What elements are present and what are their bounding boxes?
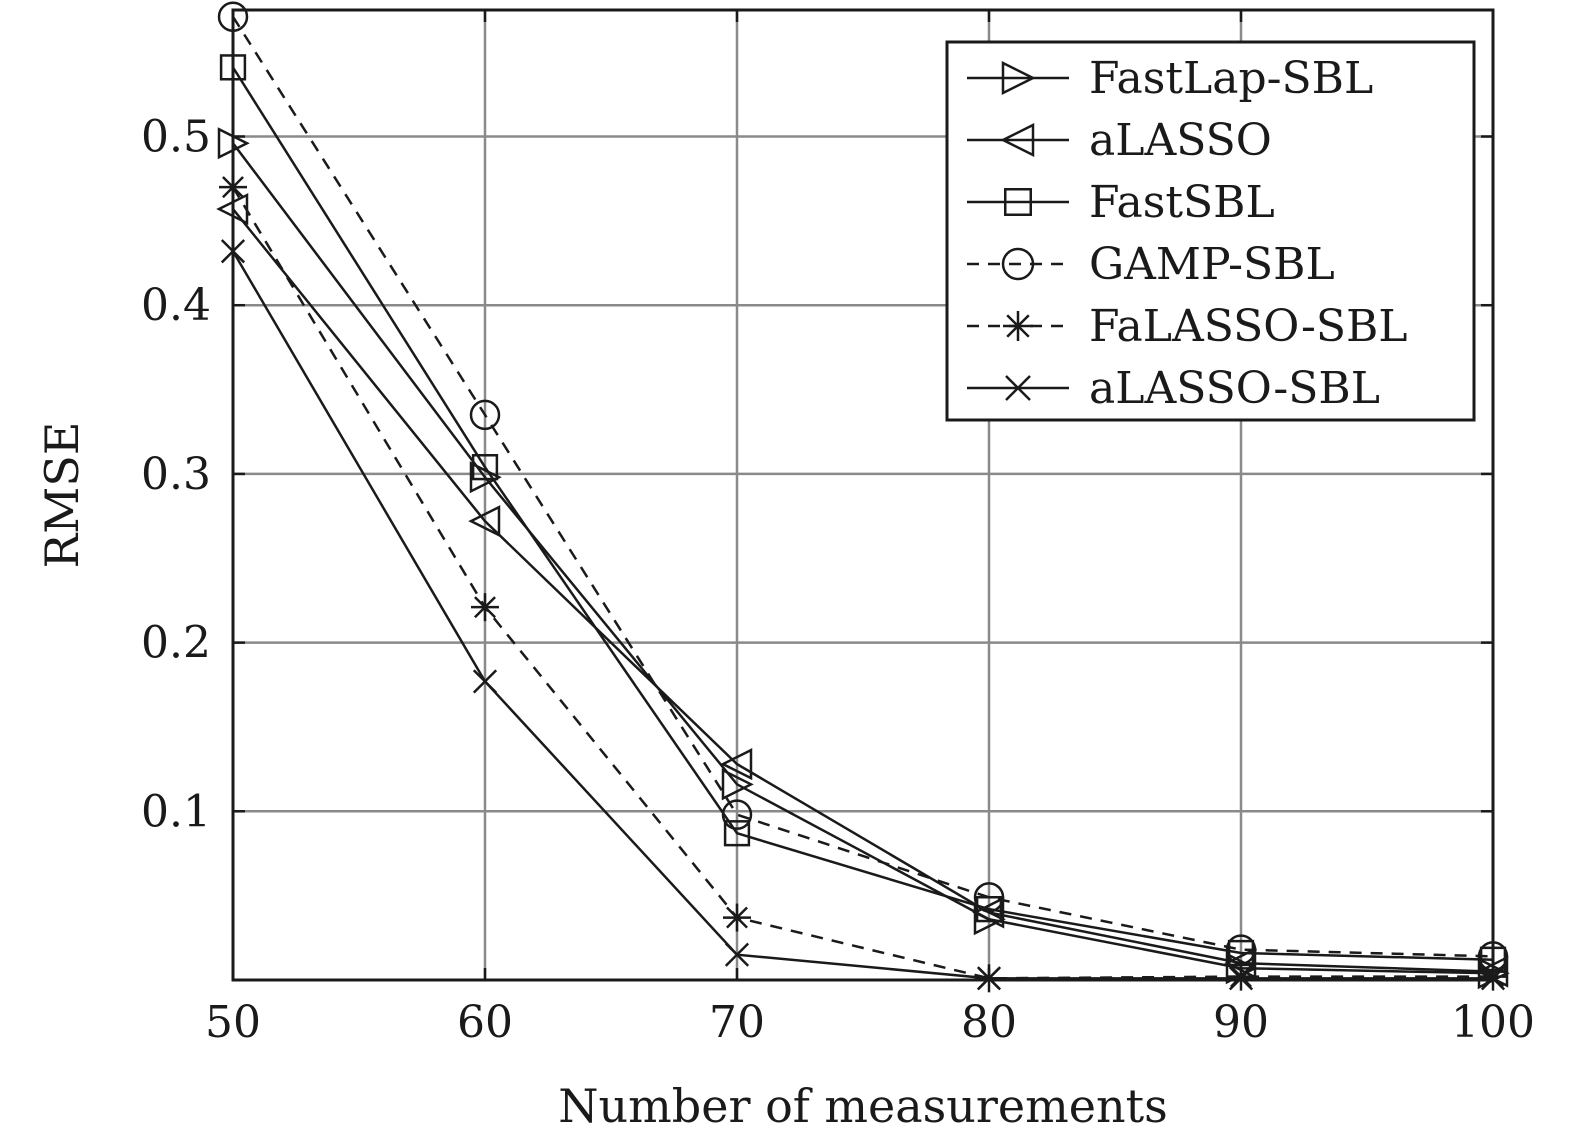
x-tick-label: 90 xyxy=(1213,997,1269,1048)
series-line-alasso-sbl xyxy=(231,250,1493,980)
series-line-falasso-sbl xyxy=(231,186,1493,980)
marker-circle xyxy=(973,882,1005,913)
series-line-gamp-sbl xyxy=(231,16,1494,958)
x-tick-label: 100 xyxy=(1451,997,1535,1048)
plot-frame xyxy=(231,8,1495,982)
y-axis-ticks: 0.1 0.2 0.3 0.4 0.5 xyxy=(141,112,1493,837)
marker-triangle-left xyxy=(720,748,753,781)
legend-label: FastSBL xyxy=(1089,177,1275,228)
legend-entry: aLASSO-SBL xyxy=(967,363,1380,414)
series-alasso-sbl xyxy=(220,239,1506,991)
series-layer xyxy=(216,1,1510,993)
marker-asterisk xyxy=(471,593,499,622)
x-tick-label: 60 xyxy=(457,997,513,1048)
y-tick-label: 0.5 xyxy=(141,112,211,163)
legend-label: FastLap-SBL xyxy=(1089,53,1373,104)
marker-cross xyxy=(724,942,750,967)
marker-square xyxy=(723,820,751,847)
x-tick-label: 80 xyxy=(961,997,1017,1048)
legend-box xyxy=(945,40,1476,422)
legend-entry: FastLap-SBL xyxy=(967,53,1373,104)
marker-square xyxy=(471,454,499,481)
legend-label: aLASSO-SBL xyxy=(1089,363,1380,414)
marker-triangle-left xyxy=(468,505,501,538)
legend-entry: FaLASSO-SBL xyxy=(967,301,1408,352)
marker-triangle-right xyxy=(721,768,754,801)
marker-triangle-right xyxy=(469,461,502,494)
legend-entry: aLASSO xyxy=(967,115,1272,166)
marker-asterisk xyxy=(723,903,751,932)
marker-square xyxy=(1004,188,1032,216)
series-line-fastlap-sbl xyxy=(232,142,1494,975)
legend-label: FaLASSO-SBL xyxy=(1089,301,1408,352)
y-tick-label: 0.3 xyxy=(141,449,211,500)
x-axis-ticks: 50 60 70 80 90 100 xyxy=(205,10,1535,1048)
marker-asterisk xyxy=(1003,311,1033,341)
x-axis-label: Number of measurements xyxy=(558,1079,1167,1133)
series-line-fastsbl xyxy=(231,66,1494,962)
marker-circle xyxy=(721,799,753,830)
legend-entry: GAMP-SBL xyxy=(967,239,1335,290)
x-tick-label: 50 xyxy=(205,997,261,1048)
marker-cross xyxy=(472,669,498,694)
y-tick-label: 0.2 xyxy=(141,618,211,669)
series-line-alasso xyxy=(232,208,1494,973)
marker-triangle-left xyxy=(1000,122,1035,158)
y-tick-label: 0.4 xyxy=(141,280,211,331)
marker-triangle-right xyxy=(1001,60,1036,96)
y-tick-label: 0.1 xyxy=(141,786,211,837)
legend-label: GAMP-SBL xyxy=(1089,239,1335,290)
legend-label: aLASSO xyxy=(1089,115,1272,166)
legend: FastLap-SBL aLASSO FastSBL GAMP-SBL FaLASSO-… xyxy=(945,40,1476,422)
y-axis-label: RMSE xyxy=(35,422,89,569)
marker-circle xyxy=(469,399,501,431)
marker-circle xyxy=(1001,247,1035,281)
x-tick-label: 70 xyxy=(709,997,765,1048)
marker-cross xyxy=(1005,375,1031,401)
legend-entry: FastSBL xyxy=(967,177,1275,228)
